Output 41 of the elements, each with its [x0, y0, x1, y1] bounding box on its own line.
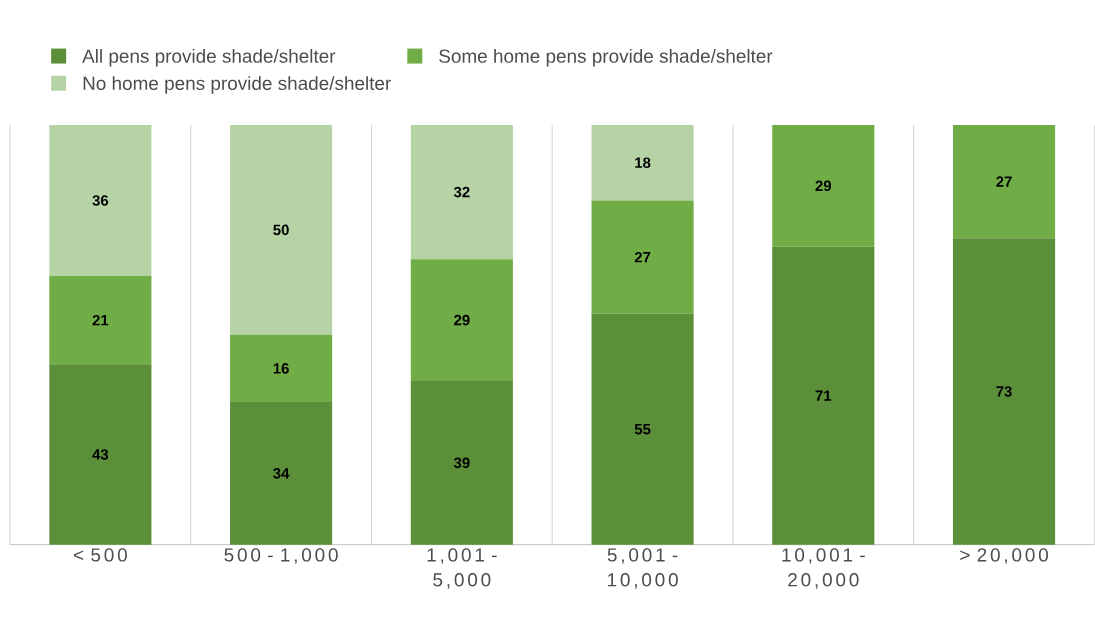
- bar: [230, 125, 333, 335]
- x-tick-label: 10,001 - 20,000: [782, 548, 865, 589]
- data-label: 73: [996, 386, 1012, 397]
- x-tick-label: 1,001 - 5,000: [427, 548, 497, 589]
- bar: [410, 125, 513, 260]
- data-label: 43: [92, 449, 109, 460]
- data-label: 29: [815, 180, 832, 192]
- data-label: 71: [815, 390, 832, 401]
- bar: [230, 334, 333, 403]
- bar: [952, 238, 1056, 545]
- bar: [49, 276, 152, 365]
- x-tick-label: < 500: [74, 548, 127, 562]
- legend-label: Some home pens provide shade/shelter: [439, 49, 773, 67]
- bar: [49, 364, 152, 545]
- bar: [591, 125, 694, 201]
- bar: [772, 125, 875, 247]
- x-tick-label: 500 - 1,000: [224, 548, 338, 565]
- bar: [952, 125, 1056, 239]
- data-label: 16: [273, 363, 289, 374]
- data-label: 50: [273, 224, 289, 236]
- bar: [49, 125, 152, 277]
- legend-label: All pens provide shade/shelter: [82, 49, 336, 67]
- data-label: 27: [634, 252, 651, 263]
- x-tick-label: > 20,000: [960, 548, 1048, 565]
- bar: [410, 381, 513, 545]
- data-label: 18: [635, 157, 651, 169]
- bar: [772, 246, 875, 545]
- bar: [410, 259, 513, 382]
- bar: [591, 200, 694, 314]
- bar: [591, 313, 694, 545]
- legend-label: No home pens provide shade/shelter: [83, 76, 391, 94]
- data-label: 39: [453, 457, 470, 469]
- x-tick-label: 5,001 - 10,000: [607, 548, 678, 589]
- data-label: 27: [996, 176, 1012, 187]
- bar: [230, 402, 333, 545]
- data-label: 21: [92, 315, 109, 326]
- data-label: 32: [453, 186, 470, 198]
- data-label: 36: [92, 195, 109, 206]
- data-label: 34: [273, 468, 290, 479]
- data-label: 55: [634, 424, 651, 435]
- data-label: 29: [454, 315, 470, 326]
